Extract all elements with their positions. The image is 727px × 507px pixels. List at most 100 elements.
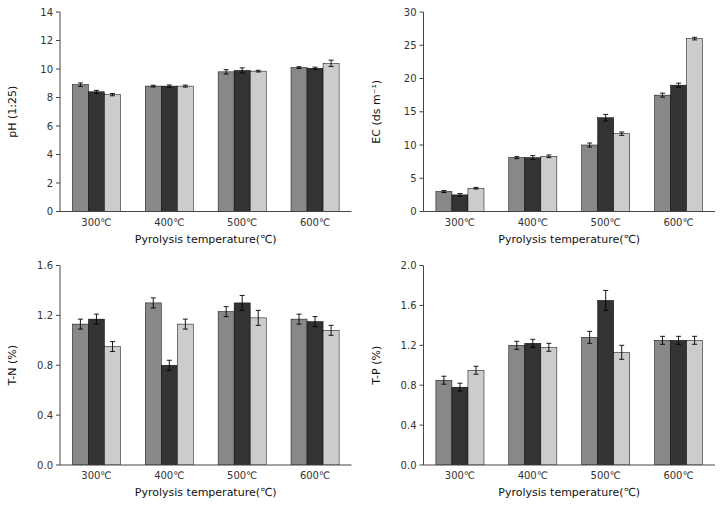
bar [72,85,88,212]
bar [323,63,339,211]
error-bar [94,90,99,93]
bar [598,118,614,212]
bar [509,158,525,212]
bar [582,337,598,465]
bar [509,345,525,465]
x-tick-label: 300℃ [445,470,475,481]
y-tick-label: 1.2 [37,310,53,321]
y-tick [420,345,424,346]
error-bar [546,155,551,158]
bar [218,72,234,212]
bar [161,86,177,211]
y-tick-label: 0.8 [37,360,53,371]
y-tick [56,315,60,316]
error-bar [297,67,302,69]
bar [177,86,193,211]
y-tick-label: 4 [47,149,53,160]
x-tick-label: 400℃ [518,217,548,228]
marks [72,295,339,465]
y-tick-label: 1.6 [401,300,417,311]
figure: 02468101214300℃400℃500℃600℃Pyrolysis tem… [0,0,727,507]
bar [218,312,234,465]
error-bar [256,310,261,325]
error-bar [530,156,535,160]
error-bar [660,336,665,344]
bar [104,347,120,465]
x-tick-label: 500℃ [227,217,257,228]
y-tick [56,12,60,13]
y-tick [56,126,60,127]
y-tick-label: 0.4 [401,420,417,431]
y-tick [420,265,424,266]
marks [436,290,703,465]
x-tick-label: 600℃ [300,217,330,228]
error-bar [603,114,608,121]
error-bar [676,336,681,344]
error-bar [224,70,229,74]
marks [72,60,339,211]
bar [72,324,88,465]
error-bar [78,319,83,329]
y-tick-label: 6 [47,121,53,132]
bar [234,70,250,211]
x-tick-label: 400℃ [154,217,184,228]
bar [291,68,307,212]
error-bar [240,68,245,73]
bar [436,192,452,212]
y-tick [56,415,60,416]
y-tick-label: 10 [40,64,53,75]
y-tick [56,69,60,70]
error-bar [530,339,535,347]
bar [234,303,250,465]
bar [525,158,541,212]
y-tick [420,78,424,79]
x-tick-label: 500℃ [591,470,621,481]
x-tick-label: 600℃ [300,470,330,481]
error-bar [78,83,83,86]
panel: 0.00.40.81.21.62.0300℃400℃500℃600℃Pyroly… [370,260,716,499]
bar [687,39,703,212]
error-bar [151,298,156,308]
x-tick-label: 500℃ [591,217,621,228]
bar [582,145,598,212]
y-axis [60,12,61,212]
y-tick [420,12,424,13]
error-bar [603,290,608,310]
x-axis-label: Pyrolysis temperature(℃) [498,486,640,499]
x-axis [60,211,352,212]
y-tick-label: 25 [404,40,417,51]
bar [541,156,557,211]
error-bar [457,383,462,391]
y-tick [56,183,60,184]
bar [145,86,161,211]
bar [307,68,323,211]
error-bar [441,376,446,384]
error-bar [473,187,478,189]
y-tick-label: 15 [404,106,417,117]
y-tick-label: 0.0 [37,460,53,471]
y-axis-label: T-P (%) [370,346,383,386]
y-tick [420,145,424,146]
x-axis [424,465,716,466]
y-tick-label: 2 [47,178,53,189]
x-axis [60,465,352,466]
y-tick [56,365,60,366]
error-bar [224,307,229,317]
bar [250,71,266,211]
bar [88,319,104,465]
y-tick-label: 0 [47,206,53,217]
error-bar [514,341,519,349]
y-tick-label: 14 [40,7,53,18]
error-bar [183,319,188,329]
error-bar [313,67,318,69]
y-tick-label: 0 [410,206,416,217]
y-axis-label: pH (1:25) [6,86,19,138]
error-bar [473,366,478,374]
y-axis [60,266,61,466]
y-tick-label: 0.8 [401,380,417,391]
error-bar [692,336,697,344]
y-tick [420,385,424,386]
bar [323,330,339,465]
x-tick-label: 300℃ [81,470,111,481]
bar [104,95,120,212]
